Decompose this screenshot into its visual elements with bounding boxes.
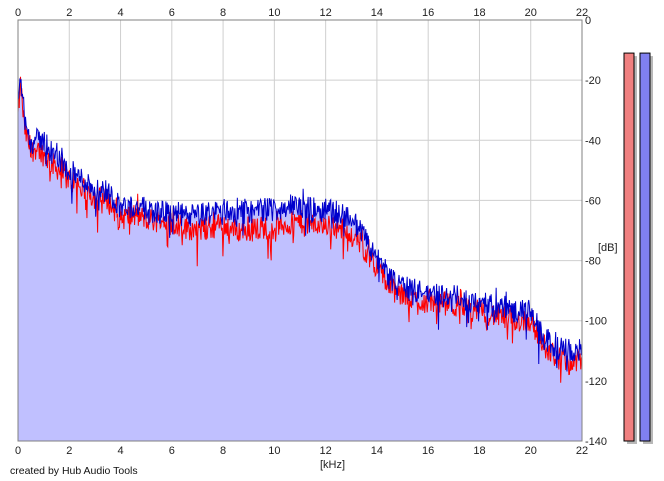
y-axis-label: [dB] (598, 242, 618, 254)
level-meters (623, 52, 653, 444)
plot-frame (17, 19, 583, 442)
level-meter-1 (623, 52, 635, 442)
x-tick-label-bottom: 2 (66, 445, 72, 457)
x-tick-label-top: 20 (525, 7, 537, 19)
x-tick-label-top: 14 (371, 7, 383, 19)
x-tick-label-top: 4 (117, 7, 123, 19)
x-tick-label-top: 2 (66, 7, 72, 19)
x-tick-label-bottom: 12 (320, 445, 332, 457)
x-tick-label-bottom: 22 (576, 445, 588, 457)
level-meter-2 (639, 52, 651, 442)
x-tick-label-top: 8 (220, 7, 226, 19)
spectrum-fill (18, 76, 582, 441)
x-axis-label: [kHz] (320, 459, 345, 471)
x-tick-label-top: 16 (422, 7, 434, 19)
y-tick-label: -100 (585, 316, 607, 328)
y-tick-label: 0 (585, 15, 591, 27)
x-tick-label-bottom: 16 (422, 445, 434, 457)
x-tick-label-bottom: 8 (220, 445, 226, 457)
x-tick-label-top: 10 (268, 7, 280, 19)
x-tick-label-bottom: 20 (525, 445, 537, 457)
series-layer (17, 76, 583, 383)
y-tick-label: -60 (585, 195, 601, 207)
y-tick-label: -80 (585, 256, 601, 268)
x-tick-label-bottom: 0 (15, 445, 21, 457)
x-tick-label-top: 6 (169, 7, 175, 19)
y-tick-label: -140 (585, 436, 607, 448)
x-tick-label-bottom: 10 (268, 445, 280, 457)
x-tick-label-top: 22 (576, 7, 588, 19)
x-tick-label-bottom: 6 (169, 445, 175, 457)
x-tick-label-bottom: 14 (371, 445, 383, 457)
x-tick-label-bottom: 18 (473, 445, 485, 457)
x-tick-label-top: 0 (15, 7, 21, 19)
spectrum-area (18, 76, 582, 441)
x-tick-label-top: 12 (320, 7, 332, 19)
credit-text: created by Hub Audio Tools (10, 465, 138, 477)
y-tick-label: -120 (585, 376, 607, 388)
y-tick-label: -20 (585, 75, 601, 87)
y-tick-label: -40 (585, 135, 601, 147)
series-line-2 (17, 78, 583, 372)
x-tick-label-top: 18 (473, 7, 485, 19)
x-tick-label-bottom: 4 (117, 445, 123, 457)
tick-labels: 002244668810101212141416161818202022220-… (15, 7, 607, 457)
